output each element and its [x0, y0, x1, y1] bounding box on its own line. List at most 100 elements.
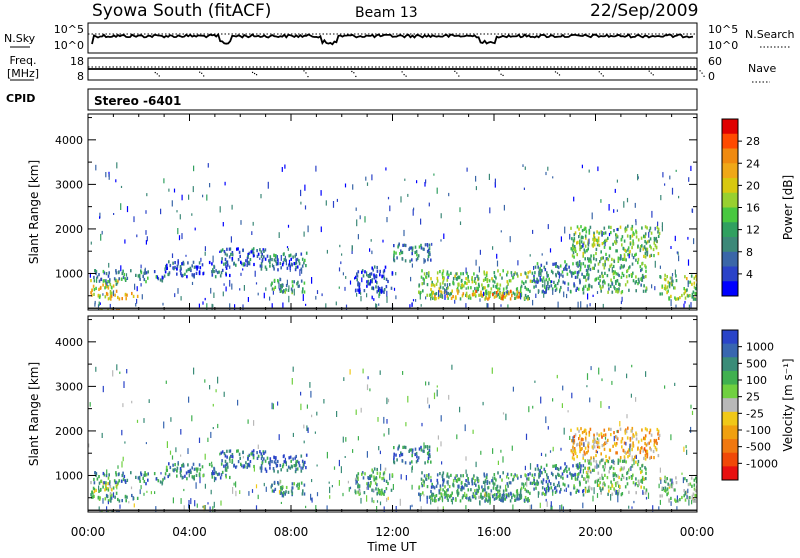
data-cell: [643, 254, 645, 258]
data-cell: [592, 254, 595, 258]
data-cell: [236, 465, 238, 468]
data-cell: [398, 242, 400, 246]
data-cell: [646, 247, 649, 251]
data-cell: [296, 459, 299, 463]
data-cell: [596, 241, 599, 245]
data-cell: [596, 437, 598, 440]
data-cell: [532, 229, 534, 234]
data-cell: [148, 399, 150, 403]
data-cell: [644, 427, 647, 431]
data-cell: [295, 454, 297, 459]
data-cell: [540, 470, 542, 475]
data-cell: [675, 169, 677, 172]
data-cell: [555, 464, 557, 468]
data-cell: [320, 190, 322, 196]
colorbar-segment: [722, 222, 738, 238]
data-cell: [168, 260, 170, 264]
data-cell: [296, 282, 298, 286]
data-cell: [693, 285, 696, 289]
data-cell: [164, 270, 167, 274]
data-cell: [311, 479, 313, 483]
data-cell: [278, 232, 280, 238]
data-cell: [690, 165, 692, 171]
data-cell: [514, 473, 516, 477]
nave-dip-dot: [648, 70, 650, 72]
data-cell: [619, 283, 621, 287]
velocity-y-axis-label: Slant Range [km]: [27, 362, 41, 466]
data-cell: [674, 296, 676, 300]
data-cell: [107, 482, 109, 486]
data-cell: [657, 454, 660, 458]
data-cell: [569, 491, 572, 495]
data-cell: [645, 275, 647, 279]
data-cell: [456, 434, 458, 440]
data-cell: [140, 269, 142, 273]
data-cell: [221, 268, 224, 272]
data-cell: [577, 301, 579, 308]
data-cell: [434, 494, 436, 498]
data-cell: [233, 262, 235, 266]
data-cell: [516, 292, 518, 296]
data-cell: [659, 265, 661, 269]
data-cell: [505, 495, 508, 499]
data-cell: [552, 473, 554, 477]
data-cell: [631, 455, 633, 462]
data-cell: [532, 299, 534, 306]
data-cell: [667, 289, 669, 293]
data-cell: [109, 493, 112, 498]
data-cell: [683, 287, 685, 291]
data-cell: [226, 260, 229, 264]
data-cell: [589, 303, 591, 307]
data-cell: [584, 428, 587, 433]
data-cell: [361, 269, 364, 273]
data-cell: [136, 419, 139, 423]
data-cell: [593, 459, 595, 463]
data-cell: [574, 450, 576, 454]
data-cell: [678, 255, 680, 262]
data-cell: [605, 440, 607, 444]
data-cell: [223, 464, 225, 468]
data-cell: [524, 166, 526, 170]
data-cell: [116, 510, 118, 512]
data-cell: [107, 286, 110, 290]
data-cell: [94, 302, 96, 307]
data-cell: [272, 265, 275, 269]
data-cell: [527, 490, 529, 494]
data-cell: [112, 492, 115, 498]
data-cell: [523, 281, 525, 285]
data-cell: [428, 473, 430, 477]
data-cell: [633, 500, 635, 504]
data-cell: [508, 477, 510, 480]
data-cell: [362, 368, 364, 374]
data-cell: [621, 243, 623, 247]
colorbar-tick-label: 4: [746, 268, 753, 281]
data-cell: [473, 272, 475, 276]
data-cell: [376, 492, 378, 496]
data-cell: [541, 284, 544, 288]
data-cell: [133, 503, 135, 508]
data-cell: [261, 454, 263, 458]
data-cell: [582, 251, 585, 256]
data-cell: [678, 195, 680, 199]
data-cell: [393, 452, 395, 456]
data-cell: [640, 447, 642, 451]
data-cell: [165, 468, 168, 472]
data-cell: [486, 271, 488, 275]
data-cell: [361, 277, 363, 283]
data-cell: [473, 291, 475, 295]
data-cell: [581, 272, 583, 276]
data-cell: [98, 475, 100, 479]
data-cell: [403, 445, 406, 449]
data-cell: [601, 435, 603, 439]
data-cell: [104, 286, 106, 290]
data-cell: [142, 274, 144, 278]
data-cell: [528, 477, 530, 481]
data-cell: [586, 273, 588, 277]
data-cell: [576, 286, 578, 290]
data-cell: [640, 283, 642, 287]
data-cell: [614, 489, 616, 493]
data-cell: [615, 249, 617, 253]
data-cell: [538, 270, 540, 275]
data-cell: [588, 466, 591, 470]
data-cell: [631, 274, 633, 278]
